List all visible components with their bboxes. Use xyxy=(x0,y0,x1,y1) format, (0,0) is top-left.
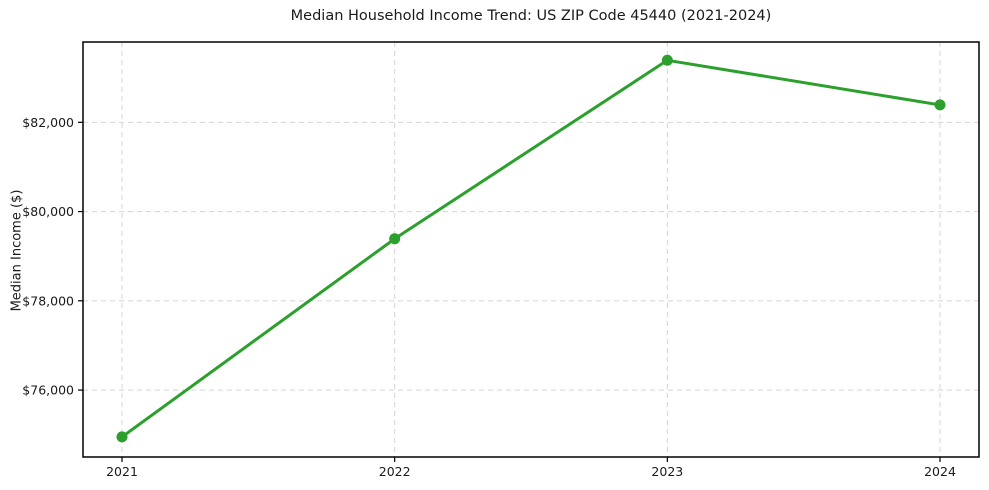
data-point-marker xyxy=(116,431,128,443)
x-tick-label: 2024 xyxy=(924,464,956,479)
data-point-marker xyxy=(389,233,401,245)
x-tick-label: 2023 xyxy=(651,464,683,479)
y-tick-label: $82,000 xyxy=(22,115,74,130)
y-tick-label: $78,000 xyxy=(22,293,74,308)
data-point-marker xyxy=(934,99,946,111)
x-tick-label: 2022 xyxy=(379,464,411,479)
trend-line xyxy=(120,58,942,439)
chart-title: Median Household Income Trend: US ZIP Co… xyxy=(290,8,772,24)
axes-border xyxy=(82,41,980,458)
y-tick-label: $80,000 xyxy=(22,204,74,219)
data-point-marker xyxy=(661,54,673,66)
y-tick-label: $76,000 xyxy=(22,383,74,398)
x-tick-label: 2021 xyxy=(106,464,138,479)
